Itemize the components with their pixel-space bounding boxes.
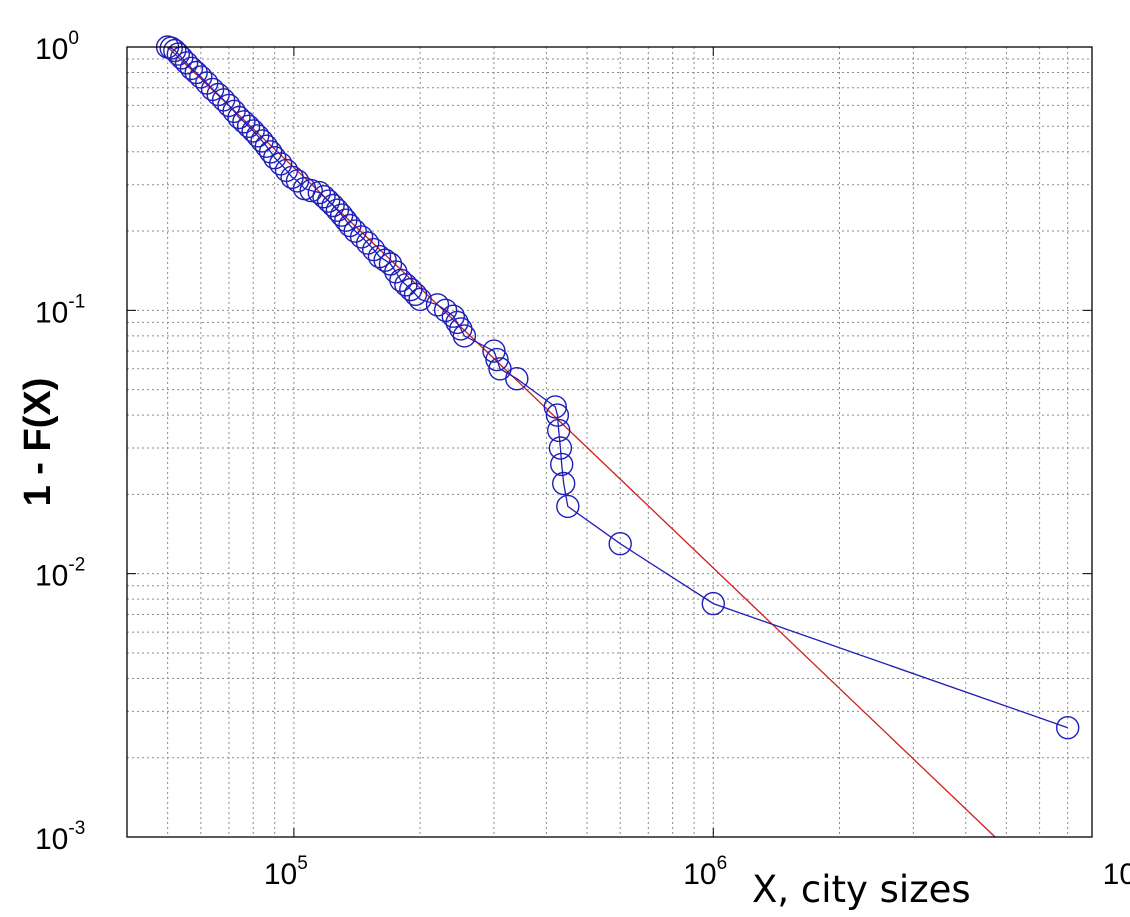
data-point [263,145,287,170]
data-point [543,395,567,419]
data-point [556,494,580,519]
data-point [403,282,428,306]
data-point [189,65,213,89]
fit-line-layer [167,46,996,838]
data-point [441,304,465,328]
data-series-layer [155,35,1080,740]
data-point [166,42,191,66]
data-point [505,367,529,391]
data-point [343,219,367,243]
data-point [312,184,336,209]
y-tick-label: 10-3 [35,818,85,856]
data-point [608,532,632,556]
data-point [299,178,323,203]
data-point [356,231,380,255]
data-point [485,347,509,372]
data-point [425,293,450,317]
data-point [217,93,241,118]
fit-line [167,46,996,838]
y-axis-label: 1 - F(X) [17,378,59,507]
x-tick-label: 105 [264,853,308,891]
data-point [241,119,265,143]
x-tick-label: 107 [1103,853,1130,891]
data-point [179,56,204,81]
data-point [545,403,570,427]
data-point [174,51,199,75]
data-point [1055,716,1080,740]
x-axis-label: X, city sizes [752,868,971,911]
data-point [399,277,423,302]
data-point [445,310,469,335]
data-point [547,418,571,443]
data-point [449,317,473,341]
data-point [349,225,374,249]
tick-labels: 105 106 107 100 10-1 10-2 10-3 [35,28,1130,891]
y-tick-label: 10-1 [35,291,85,329]
data-point [163,38,187,63]
data-point [452,324,477,348]
data-point [236,114,261,139]
x-tick-label: 106 [683,853,727,891]
data-point [548,436,573,460]
plot-background [127,47,1092,837]
data-point [307,180,331,205]
y-tick-label: 10-2 [35,555,85,593]
data-point [232,110,256,134]
data-point [408,287,432,312]
data-line [167,46,1068,729]
plot-frame [126,46,1093,838]
data-point [316,189,341,213]
data-point [550,452,574,477]
data-point [227,105,251,130]
data-point [258,140,283,164]
data-point [384,260,408,284]
data-point [321,193,345,218]
data-point [394,273,418,297]
data-point [552,471,576,496]
data-point [701,591,725,616]
data-point [389,268,413,292]
grid [127,47,1092,837]
y-tick-label: 100 [35,28,79,66]
data-point [254,134,279,158]
data-point [285,169,310,193]
